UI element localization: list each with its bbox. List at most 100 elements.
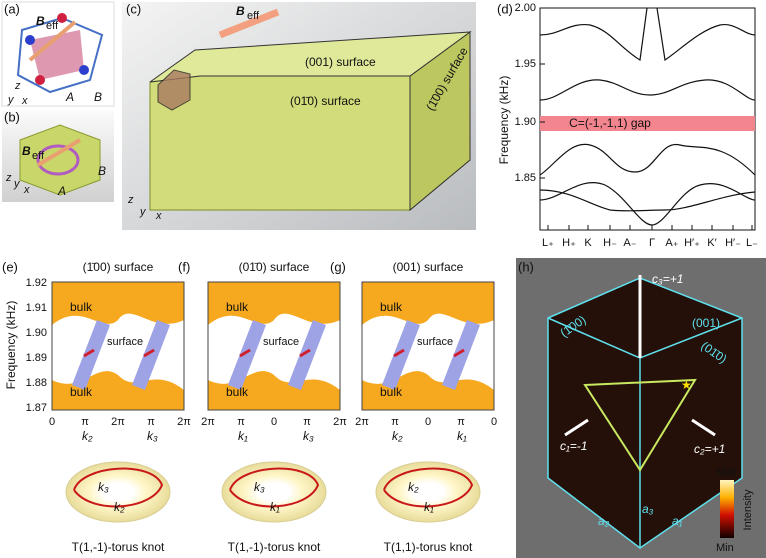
label: B [22,144,31,158]
label: bulk [70,385,93,399]
panel-h: ★ [516,258,766,558]
label: c₁=-1 [560,439,587,453]
label: k₁ [270,500,280,514]
label: surface [263,336,299,348]
label: a₃ [642,502,654,516]
label: 2π [111,416,125,428]
label: bulk [380,300,403,314]
label: A [65,90,74,104]
label: 1.92 [26,277,47,289]
label: 1.85 [515,172,536,184]
label: 2.00 [515,2,536,14]
label: k₁ [457,429,467,443]
label: B [236,4,245,18]
label: T(1,-1)-torus knot [72,540,165,554]
label: 1.95 [515,58,536,70]
label: 2π [355,416,369,428]
surface-band [72,320,170,390]
label: Γ [649,237,655,249]
bulk [52,282,184,325]
label: surface [107,336,143,348]
label: 1.89 [26,352,47,364]
label: L₊ [542,237,554,249]
label: 1.90 [26,327,47,339]
label: Min [716,542,734,554]
label: π [237,416,245,428]
label: c₂=+1 [694,442,725,456]
label: (f) [178,259,190,274]
label: 2π [333,416,347,428]
label: z [5,172,12,184]
label: k₃ [98,480,109,494]
hole [102,484,134,496]
label: k₂ [114,500,125,514]
star: ★ [681,378,692,392]
label: (1̄00) surface [83,260,154,274]
label: Frequency (kHz) [4,301,18,390]
label: y [13,178,21,190]
panel-b [2,110,114,202]
box [51,281,185,411]
label: A₋ [623,237,636,249]
label: (c) [126,1,141,16]
label: 0 [49,416,55,428]
label: k₃ [254,480,265,494]
red [143,348,155,358]
label: z [14,80,21,92]
label: bulk [70,300,93,314]
label: (01̄0) surface [239,260,310,274]
label: z [127,194,134,206]
label: c₃=+1 [652,272,683,286]
label: a₂ [598,514,610,528]
label: (h) [518,259,534,274]
surface-band [382,320,480,390]
label: Max [716,466,737,478]
label: (d) [497,1,513,16]
label: C=(-1,-1,1) gap [569,116,651,130]
label: x [23,184,30,196]
label: bulk [226,300,249,314]
label: π [147,416,155,428]
label: a₁ [672,514,683,528]
label: 2π [177,416,191,428]
label: 0 [491,416,497,428]
red [393,348,405,358]
label: π [81,416,89,428]
label: k₃ [303,429,314,443]
label: K [584,237,592,249]
box [207,281,341,411]
hole [412,484,444,496]
knot [383,467,474,508]
label: 1.91 [26,302,47,314]
label: H′₋ [725,237,741,249]
label: T(1,1)-torus knot [384,540,473,554]
panel-d [539,7,756,231]
label: y [7,94,15,106]
label: (g) [330,259,346,274]
knot [73,467,164,508]
panel-a [1,1,115,107]
label: π [391,416,399,428]
label: surface [417,336,453,348]
label: bulk [226,385,249,399]
panel-c [122,2,476,230]
label: H₊ [562,237,576,249]
red [239,348,251,358]
label: x [21,95,28,107]
label: (a) [4,1,20,16]
label: Frequency (kHz) [497,76,511,165]
red [299,348,311,358]
label: K′ [707,237,716,249]
label: B [98,164,106,178]
surface-band [228,320,326,390]
red [83,348,95,358]
red [453,348,465,358]
label: y [139,206,147,218]
label: 1.88 [26,377,47,389]
label: k₂ [392,429,403,443]
label: (b) [4,109,20,124]
label: eff [46,20,59,32]
label: 1.90 [515,116,536,128]
label: π [457,416,465,428]
